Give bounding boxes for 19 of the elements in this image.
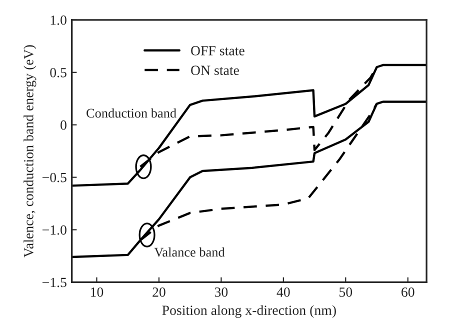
- y-axis-title: Valence, conduction band energy (eV): [24, 45, 36, 258]
- y-tick-label: −0.5: [42, 172, 66, 182]
- y-tick-label: −1.5: [42, 278, 66, 288]
- x-tick-label: 50: [340, 287, 352, 297]
- y-tick-label: 0.5: [50, 68, 66, 78]
- y-tick-label: 0: [60, 120, 66, 130]
- x-tick-label: 20: [152, 287, 166, 297]
- x-axis-title: Position along x-direction (nm): [162, 305, 336, 318]
- y-tick-label: 1.0: [50, 16, 66, 25]
- annotation: Conduction band: [86, 108, 176, 118]
- legend-label: OFF state: [191, 46, 244, 56]
- x-tick-label: 10: [91, 287, 104, 297]
- x-tick-label: 60: [402, 287, 414, 297]
- x-tick-label: 30: [214, 287, 228, 297]
- y-tick-label: −1.0: [42, 225, 66, 235]
- legend-label: ON state: [191, 66, 239, 76]
- x-tick-label: 40: [276, 287, 290, 297]
- annotation: Valance band: [154, 247, 225, 257]
- line-series: [72, 64, 427, 187]
